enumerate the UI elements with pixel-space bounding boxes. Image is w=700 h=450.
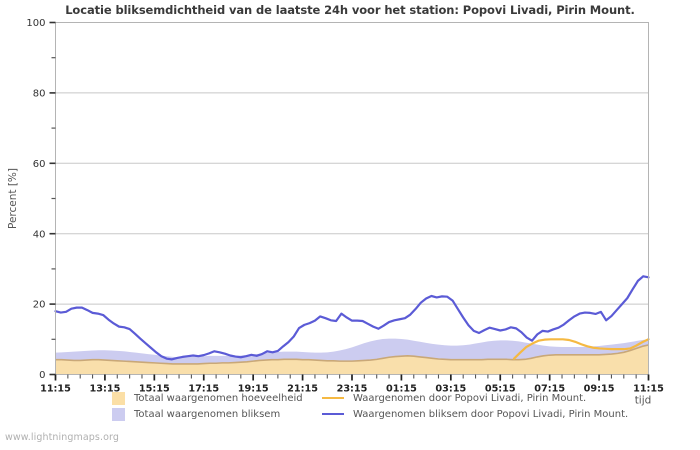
- x-tick-label: 19:15: [238, 384, 269, 395]
- y-tick-label: 0: [39, 370, 45, 381]
- chart-legend: Totaal waargenomen hoeveelheid Waargenom…: [112, 390, 692, 422]
- x-tick-label: 01:15: [386, 384, 417, 395]
- y-tick-label: 60: [33, 159, 46, 170]
- x-tick-label: 23:15: [337, 384, 368, 395]
- line-station-lightning: [54, 275, 650, 361]
- area-total-amount: [55, 344, 649, 375]
- plot-background: [55, 22, 649, 375]
- legend-line-icon: [322, 413, 344, 415]
- x-tick-label: 03:15: [435, 384, 466, 395]
- legend-item-station-lightning[interactable]: Waargenomen bliksem door Popovi Livadi, …: [322, 409, 662, 420]
- area-edge-total-amount: [55, 344, 649, 365]
- x-tick-label: 15:15: [139, 384, 170, 395]
- y-tick-label: 100: [26, 18, 45, 29]
- y-tick-label: 20: [33, 300, 46, 311]
- x-tick-label: 07:15: [534, 384, 565, 395]
- legend-line-icon: [322, 397, 344, 399]
- chart-title: Locatie bliksemdichtheid van de laatste …: [65, 3, 635, 17]
- y-axis-label: Percent [%]: [7, 168, 19, 229]
- x-tick-label: 09:15: [584, 384, 615, 395]
- legend-swatch-icon: [112, 407, 125, 421]
- y-tick-label: 40: [33, 229, 46, 240]
- legend-swatch-icon: [112, 391, 125, 405]
- legend-item-total-amount[interactable]: Totaal waargenomen hoeveelheid: [112, 391, 322, 405]
- legend-label: Waargenomen bliksem door Popovi Livadi, …: [353, 408, 629, 420]
- x-axis-label: tijd: [635, 395, 652, 407]
- y-tick-label: 80: [33, 89, 46, 100]
- legend-row: Totaal waargenomen hoeveelheid Waargenom…: [112, 390, 692, 406]
- x-tick-label: 13:15: [89, 384, 120, 395]
- legend-label: Waargenomen door Popovi Livadi, Pirin Mo…: [353, 392, 587, 404]
- x-tick-label: 21:15: [287, 384, 318, 395]
- line-station-amount: [512, 338, 650, 360]
- legend-item-station-amount[interactable]: Waargenomen door Popovi Livadi, Pirin Mo…: [322, 393, 662, 404]
- x-tick-label: 11:15: [633, 384, 664, 395]
- x-tick-label: 11:15: [40, 384, 71, 395]
- legend-label: Totaal waargenomen bliksem: [134, 408, 281, 420]
- legend-item-total-lightning[interactable]: Totaal waargenomen bliksem: [112, 407, 322, 421]
- x-tick-label: 17:15: [188, 384, 219, 395]
- legend-row: Totaal waargenomen bliksem Waargenomen b…: [112, 406, 692, 422]
- legend-label: Totaal waargenomen hoeveelheid: [134, 392, 303, 404]
- x-tick-label: 05:15: [485, 384, 516, 395]
- watermark: www.lightningmaps.org: [5, 432, 119, 443]
